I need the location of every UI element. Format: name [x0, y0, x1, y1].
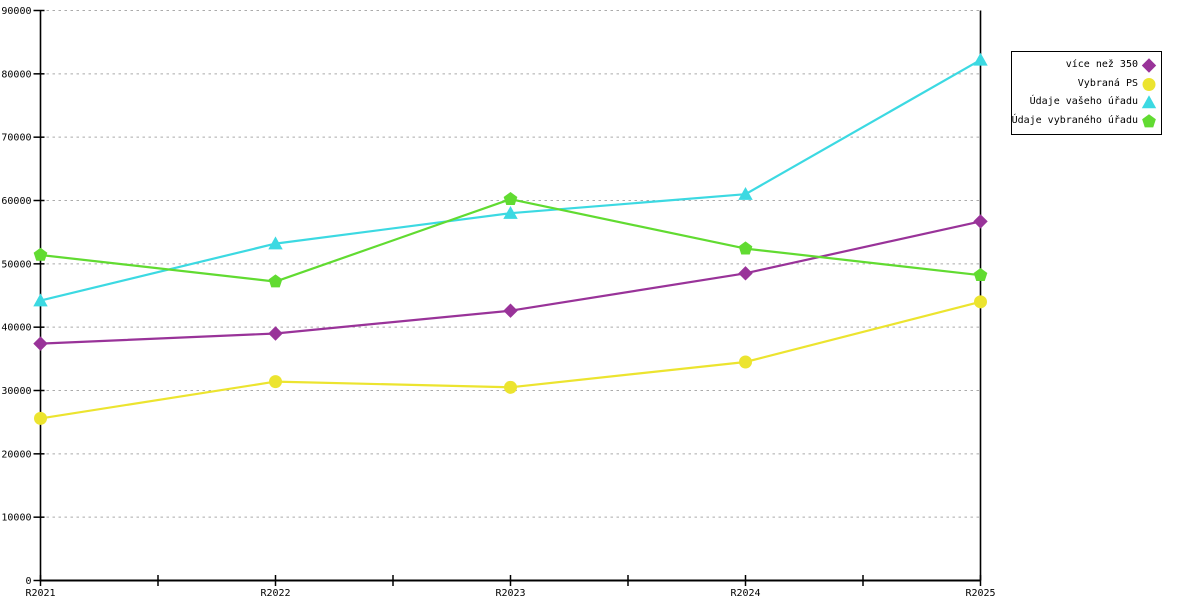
x-axis-tick-label: R2021 [25, 588, 55, 599]
legend-item: Údaje vybraného úřadu [1011, 112, 1157, 131]
triangle-marker-icon [268, 236, 283, 250]
triangle-marker-icon [973, 52, 988, 66]
pentagon-marker-icon [268, 274, 283, 288]
legend-item: více než 350 [1014, 56, 1157, 75]
pentagon-marker-icon [973, 268, 988, 282]
legend: více než 350 Vybraná PS Údaje vašeho úřadu… [1011, 51, 1162, 135]
pentagon-marker-icon [33, 247, 48, 261]
triangle-marker-icon [738, 186, 753, 200]
legend-label: Údaje vybraného úřadu [1011, 114, 1138, 126]
triangle-marker-icon [33, 293, 48, 307]
legend-label: Údaje vašeho úřadu [1029, 96, 1138, 108]
circle-marker-icon [1142, 77, 1156, 91]
x-axis-tick-label: R2022 [260, 588, 290, 599]
pentagon-marker-icon [738, 241, 753, 255]
x-axis-tick-label: R2025 [965, 588, 995, 599]
y-axis-tick-label: 0 [25, 576, 31, 587]
y-axis-tick-label: 20000 [1, 449, 31, 460]
y-axis-tick-label: 50000 [1, 259, 31, 270]
legend-item: Vybraná PS [1014, 75, 1157, 94]
circle-marker-icon [269, 375, 282, 389]
y-axis-tick-label: 60000 [1, 196, 31, 207]
x-axis-tick-label: R2023 [495, 588, 525, 599]
circle-marker-icon [974, 295, 987, 309]
circle-marker-icon [504, 380, 517, 394]
diamond-marker-icon [503, 303, 518, 318]
legend-item: Údaje vašeho úřadu [1014, 93, 1157, 112]
circle-marker-icon [34, 411, 47, 425]
y-axis-tick-label: 90000 [1, 6, 31, 17]
y-axis-tick-label: 10000 [1, 513, 31, 524]
y-axis-tick-label: 70000 [1, 133, 31, 144]
y-axis-tick-label: 80000 [1, 69, 31, 80]
series-line-circle [39, 300, 982, 420]
diamond-marker-icon [1141, 58, 1157, 73]
legend-label: více než 350 [1065, 59, 1138, 71]
diamond-marker-icon [268, 326, 283, 341]
diamond-marker-icon [738, 266, 753, 281]
y-axis-tick-label: 30000 [1, 386, 31, 397]
pentagon-marker-icon [1142, 114, 1156, 128]
y-axis-tick-label: 40000 [1, 323, 31, 334]
series-line-diamond [39, 220, 982, 345]
triangle-marker-icon [503, 205, 518, 219]
circle-marker-icon [739, 355, 752, 369]
pentagon-marker-icon [503, 192, 518, 206]
triangle-marker-icon [1141, 95, 1157, 109]
diamond-marker-icon [33, 336, 48, 351]
legend-label: Vybraná PS [1077, 77, 1138, 89]
series-line-triangle [39, 58, 982, 302]
diamond-marker-icon [973, 214, 988, 229]
x-axis-tick-label: R2024 [730, 588, 760, 599]
